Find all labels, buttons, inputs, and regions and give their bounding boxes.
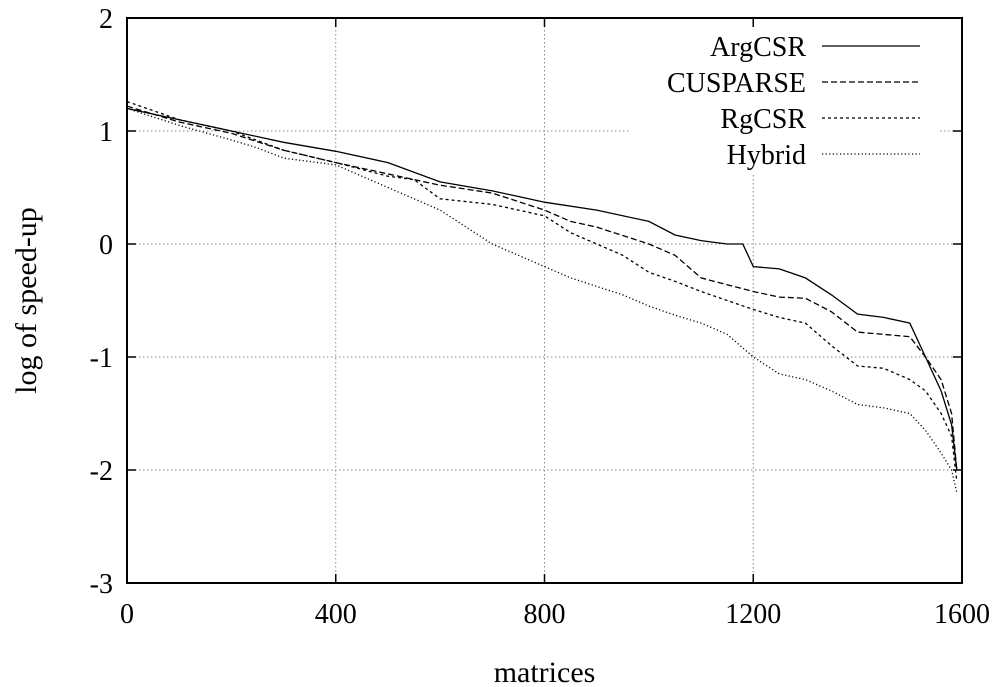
series-line-hybrid: [126, 107, 958, 493]
y-axis-title: log of speed-up: [10, 207, 43, 394]
grid: [127, 18, 962, 583]
series-layer: [126, 100, 958, 493]
y-tick-label: 0: [99, 230, 113, 261]
x-tick-label: 800: [524, 599, 566, 630]
legend-label-hybrid: Hybrid: [727, 140, 806, 171]
legend-label-rgcsr: RgCSR: [720, 104, 806, 135]
y-tick-label: 1: [99, 117, 113, 148]
x-axis-title: matrices: [494, 656, 596, 687]
x-tick-label: 1600: [934, 599, 990, 630]
series-line-cusparse: [126, 105, 958, 471]
y-tick-label: -1: [90, 343, 113, 374]
axis-ticks: 0 400 800 1200 1600 2 1 0 -1 -2 -3: [90, 4, 990, 630]
x-tick-label: 400: [315, 599, 357, 630]
legend-label-cusparse: CUSPARSE: [667, 68, 806, 99]
x-tick-label: 0: [120, 599, 134, 630]
series-line-argcsr: [126, 107, 958, 471]
y-tick-label: -3: [90, 569, 113, 600]
series-line-rgcsr: [126, 100, 958, 482]
y-tick-label: -2: [90, 456, 113, 487]
y-tick-label: 2: [99, 4, 113, 35]
legend: ArgCSR CUSPARSE RgCSR Hybrid: [667, 32, 920, 171]
x-tick-label: 1200: [725, 599, 781, 630]
legend-label-argcsr: ArgCSR: [710, 32, 806, 63]
